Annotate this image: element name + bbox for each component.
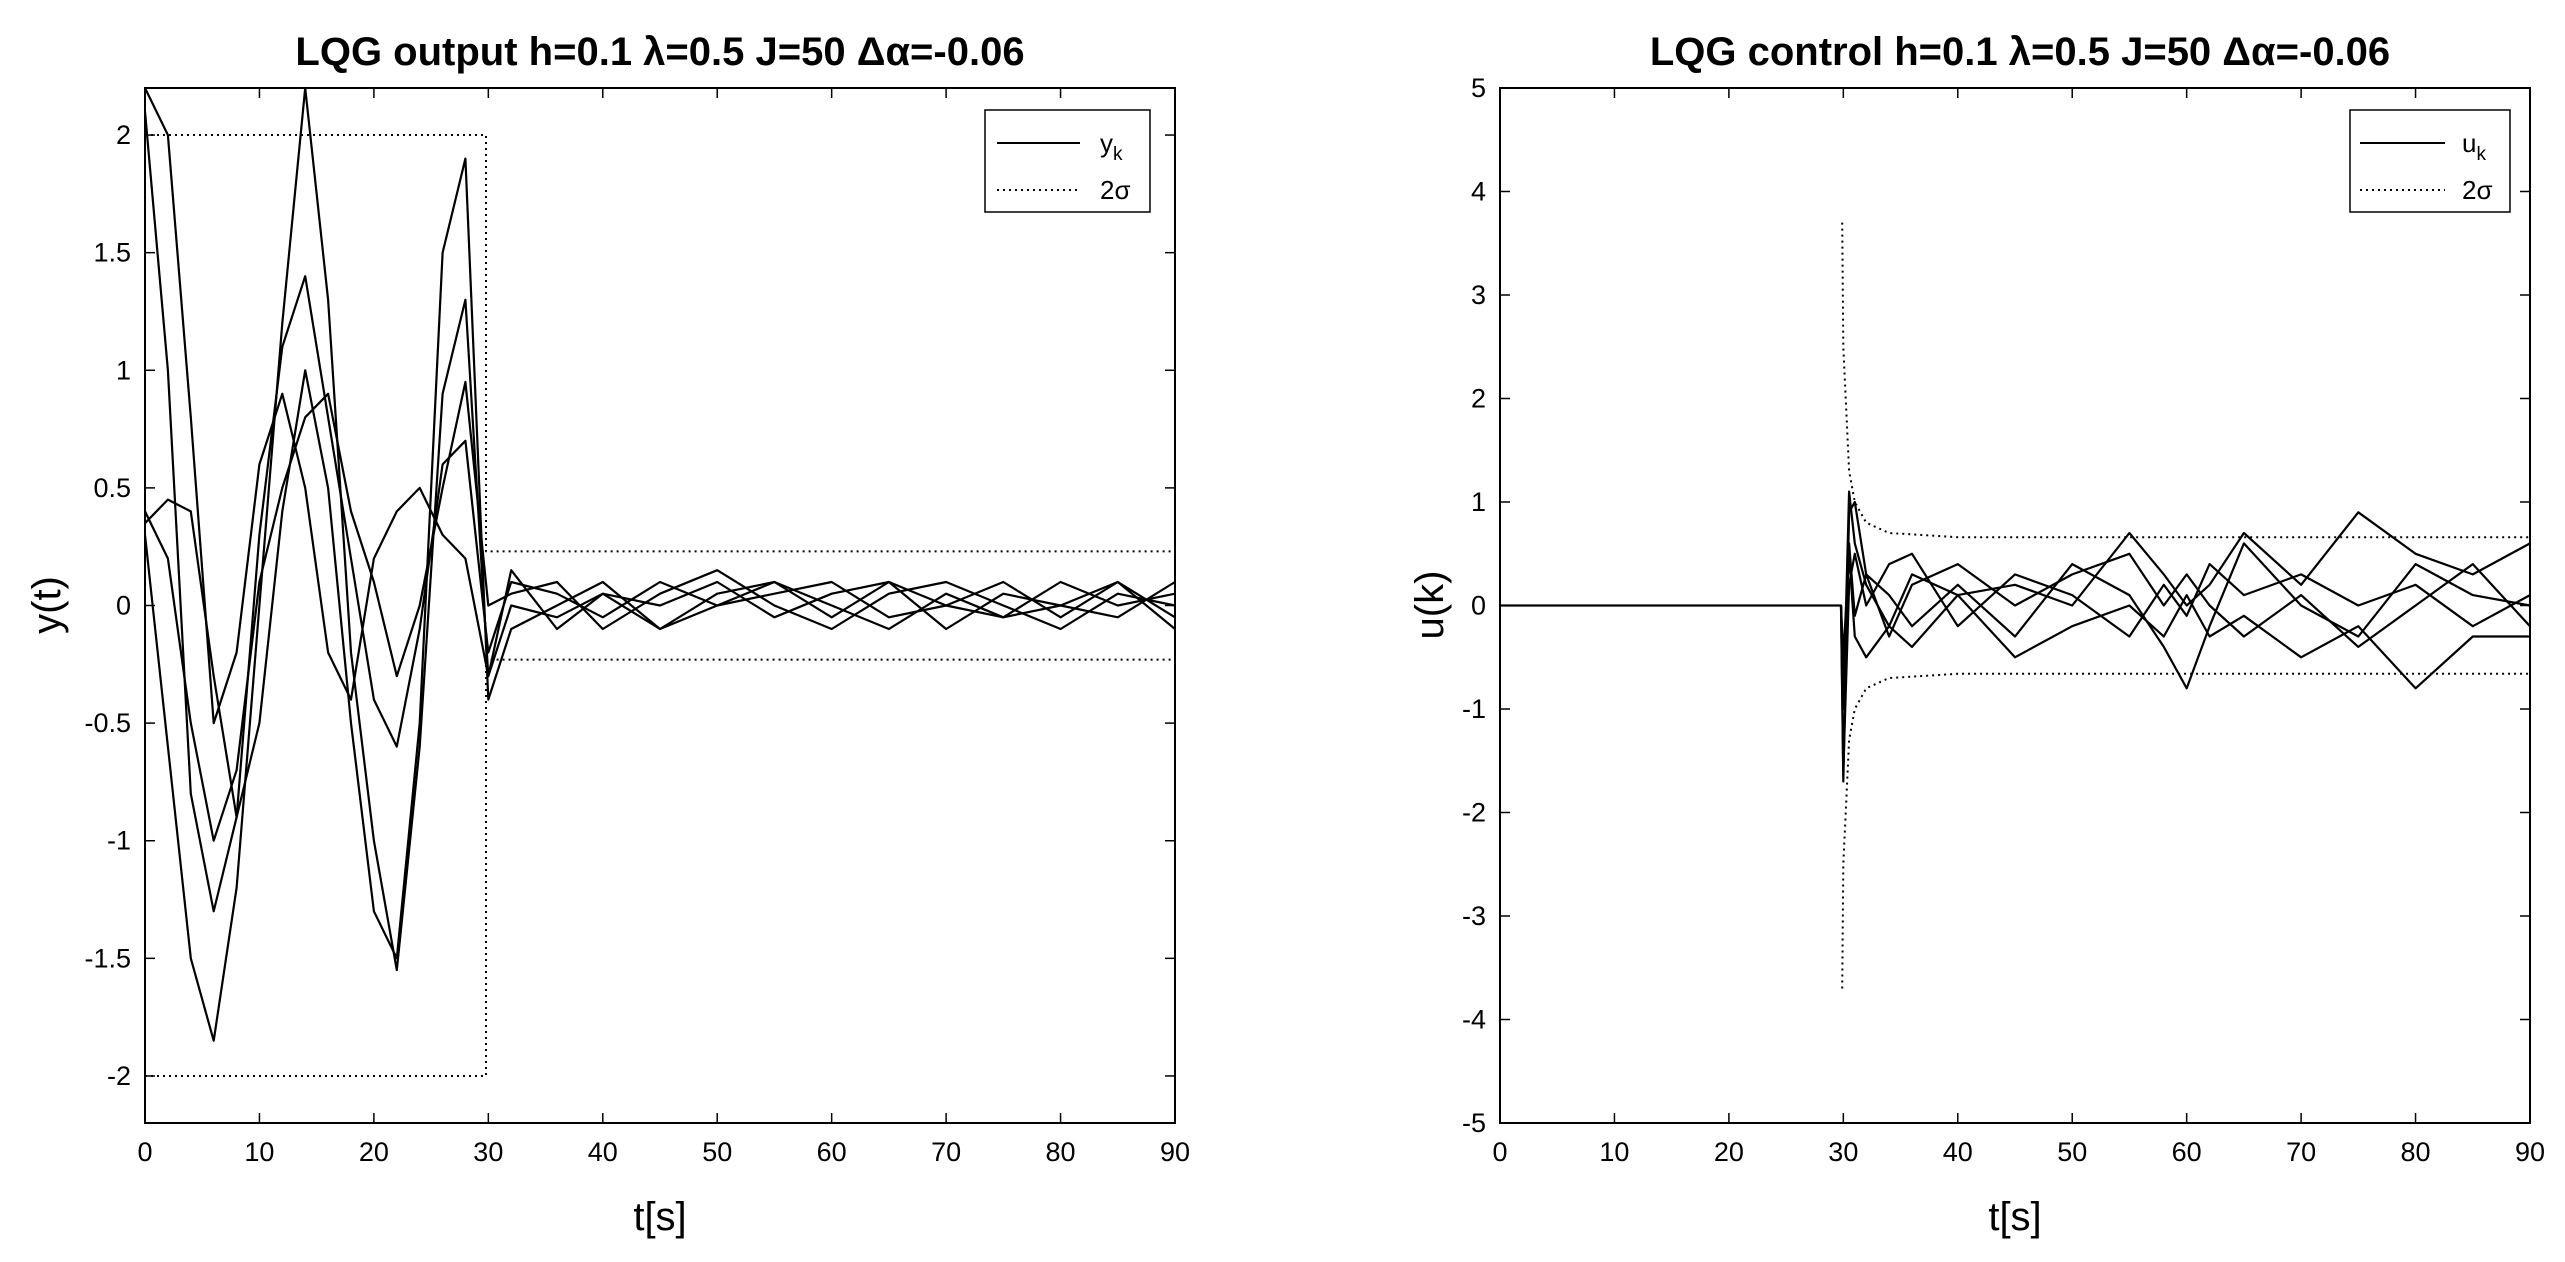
series-line-4 — [144, 157, 1176, 960]
y-tick-label: -1 — [107, 826, 131, 856]
series-group — [1500, 222, 2531, 989]
y-tick-label: -2 — [1462, 798, 1486, 828]
y-tick-label: 1 — [116, 355, 131, 385]
y-tick-label: -5 — [1462, 1108, 1486, 1138]
x-tick-label: 70 — [2286, 1137, 2316, 1167]
x-tick-label: 90 — [1160, 1137, 1190, 1167]
tick-group: 0 10 20 30 40 50 60 70 80 90 -2 -1.5 -1 -0.5 0 0.5 1 1.5 2 — [84, 88, 1190, 1167]
x-tick-label: 10 — [244, 1137, 274, 1167]
sigma-bound-line — [1841, 222, 2530, 539]
series-line-3 — [1839, 552, 2530, 690]
x-axis-label: t[s] — [1988, 1195, 2041, 1239]
x-tick-label: 30 — [1828, 1137, 1858, 1167]
y-tick-label: -4 — [1462, 1005, 1486, 1035]
y-tick-label: -1 — [1462, 694, 1486, 724]
chart-title: LQG output h=0.1 λ=0.5 J=50 Δα=-0.06 — [295, 30, 1024, 74]
y-tick-label: -3 — [1462, 901, 1486, 931]
y-tick-label: 0 — [1471, 591, 1486, 621]
y-tick-label: 1.5 — [93, 238, 131, 268]
y-axis-label: y(t) — [25, 576, 69, 634]
series-group — [143, 86, 1176, 1077]
x-tick-label: 0 — [1492, 1137, 1507, 1167]
y-tick-label: -1.5 — [84, 943, 131, 973]
legend: uk 2σ — [2349, 109, 2511, 213]
series-line-2 — [1839, 490, 2531, 711]
series-line-2 — [143, 86, 1176, 1042]
y-tick-label: 5 — [1471, 73, 1486, 103]
series-line-1 — [143, 111, 1176, 913]
x-tick-label: 40 — [1943, 1137, 1973, 1167]
y-tick-label: 2 — [116, 120, 131, 150]
series-line-4 — [1839, 552, 2531, 773]
y-tick-label: 0 — [116, 591, 131, 621]
x-tick-label: 80 — [1046, 1137, 1076, 1167]
x-tick-label: 10 — [1599, 1137, 1629, 1167]
x-tick-label: 50 — [702, 1137, 732, 1167]
series-line-1 — [1500, 500, 2531, 783]
series-line-5 — [144, 87, 1176, 725]
output-chart: LQG output h=0.1 λ=0.5 J=50 Δα=-0.06 0 10… — [25, 30, 1190, 1239]
y-tick-label: -0.5 — [84, 708, 131, 738]
x-tick-label: 50 — [2057, 1137, 2087, 1167]
legend-box — [984, 109, 1151, 213]
x-tick-label: 0 — [137, 1137, 152, 1167]
y-tick-label: 3 — [1471, 280, 1486, 310]
x-tick-label: 30 — [473, 1137, 503, 1167]
series-line-5 — [1839, 542, 2531, 690]
series-line-3 — [144, 380, 1176, 842]
x-tick-label: 20 — [359, 1137, 389, 1167]
x-axis-label: t[s] — [633, 1195, 686, 1239]
y-tick-label: 0.5 — [93, 473, 131, 503]
y-tick-label: -2 — [107, 1061, 131, 1091]
legend-label-yk: yk — [1100, 128, 1123, 165]
x-tick-label: 60 — [2172, 1137, 2202, 1167]
x-tick-label: 40 — [588, 1137, 618, 1167]
legend: yk 2σ — [984, 109, 1151, 213]
x-tick-label: 80 — [2401, 1137, 2431, 1167]
legend-label-2sigma: 2σ — [2462, 175, 2493, 205]
x-tick-label: 60 — [817, 1137, 847, 1167]
sigma-bound-line — [1841, 672, 2530, 989]
legend-label-uk: uk — [2462, 128, 2486, 165]
legend-box — [2349, 109, 2511, 213]
sigma-bound-line — [145, 658, 1175, 1077]
x-tick-label: 20 — [1714, 1137, 1744, 1167]
tick-group: 0 10 20 30 40 50 60 70 80 90 -5 -4 -3 -2 -1 0 1 2 3 4 5 — [1462, 73, 2545, 1167]
legend-label-2sigma: 2σ — [1100, 175, 1131, 205]
y-tick-label: 2 — [1471, 384, 1486, 414]
y-axis-label: u(k) — [1408, 571, 1452, 640]
x-tick-label: 70 — [931, 1137, 961, 1167]
x-tick-label: 90 — [2515, 1137, 2545, 1167]
y-tick-label: 4 — [1471, 177, 1486, 207]
chart-title: LQG control h=0.1 λ=0.5 J=50 Δα=-0.06 — [1650, 30, 2390, 74]
y-tick-label: 1 — [1471, 487, 1486, 517]
control-chart: LQG control h=0.1 λ=0.5 J=50 Δα=-0.06 0 1… — [1408, 30, 2545, 1239]
